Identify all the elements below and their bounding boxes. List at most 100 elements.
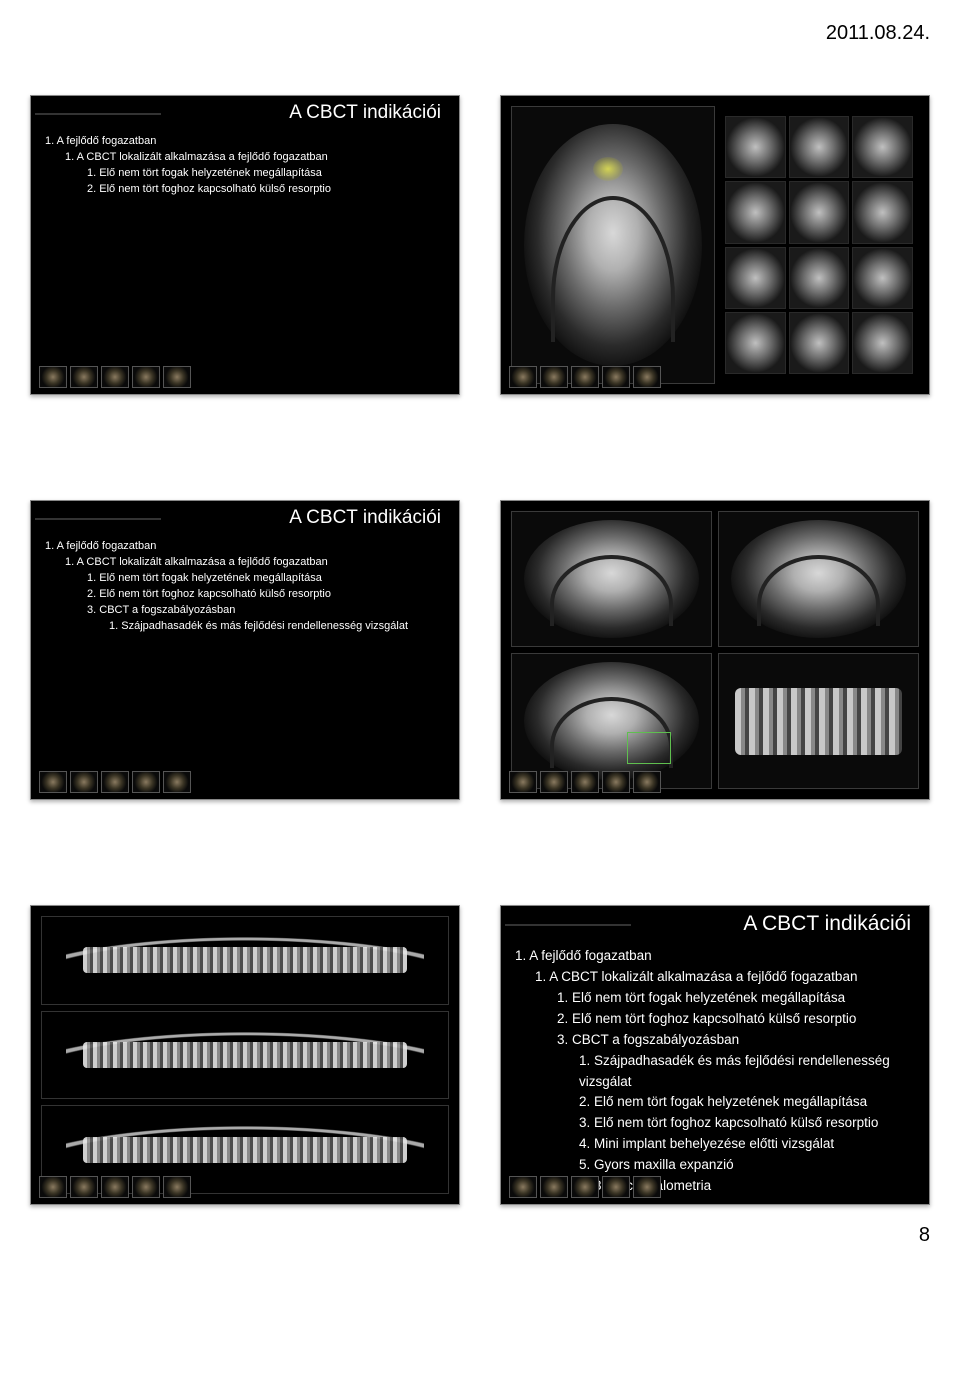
- thumb-icon: [633, 1176, 661, 1198]
- cbct-axial-panel: [511, 653, 712, 789]
- slide-title: A CBCT indikációi: [289, 98, 455, 130]
- outline-item: 5. Gyors maxilla expanzió: [579, 1155, 917, 1176]
- cbct-thumb: [852, 247, 913, 309]
- thumb-icon: [70, 1176, 98, 1198]
- cbct-axial-scan: [524, 520, 699, 638]
- thumb-icon: [571, 771, 599, 793]
- thumb-icon: [39, 366, 67, 388]
- cbct-thumb: [725, 312, 786, 374]
- outline-item: 2. Elő nem tört fogak helyzetének megáll…: [579, 1092, 917, 1113]
- slide-1-text: A CBCT indikációi 1. A fejlődő fogazatba…: [30, 95, 460, 395]
- outline-item: 1. Elő nem tört fogak helyzetének megáll…: [87, 166, 447, 182]
- slide-title-bar: A CBCT indikációi: [31, 501, 459, 535]
- thumb-icon: [540, 366, 568, 388]
- outline-item: 1. A CBCT lokalizált alkalmazása a fejlő…: [65, 555, 447, 571]
- outline-item: 1. A fejlődő fogazatban: [515, 946, 917, 967]
- cbct-axial-panel: [511, 106, 715, 384]
- cbct-axial-panel: [511, 511, 712, 647]
- image-content: [511, 511, 919, 789]
- outline-item: 3. CBCT a fogszabályozásban: [87, 603, 447, 619]
- cbct-thumb: [789, 247, 850, 309]
- cbct-coronal-scan: [735, 688, 902, 755]
- page-number: 8: [919, 1224, 930, 1247]
- image-content: [511, 106, 919, 384]
- thumb-icon: [602, 1176, 630, 1198]
- panoramic-stack: [41, 916, 449, 1194]
- slide-grid: A CBCT indikációi 1. A fejlődő fogazatba…: [0, 0, 960, 1265]
- thumb-icon: [101, 1176, 129, 1198]
- thumb-icon: [540, 1176, 568, 1198]
- cbct-thumb: [852, 312, 913, 374]
- cbct-axial-scan: [731, 520, 906, 638]
- thumb-icon: [101, 366, 129, 388]
- cbct-thumb: [852, 116, 913, 178]
- outline-item: 4. Mini implant behelyezése előtti vizsg…: [579, 1134, 917, 1155]
- cbct-thumb: [725, 116, 786, 178]
- cbct-sagittal-strip: [725, 116, 913, 374]
- panoramic-view: [41, 1011, 449, 1100]
- outline-item: 2. Elő nem tört foghoz kapcsolható külső…: [87, 182, 447, 198]
- title-stripe: [35, 113, 161, 115]
- impacted-tooth-highlight: [593, 157, 623, 181]
- page-date: 2011.08.24.: [826, 22, 930, 45]
- slide-title: A CBCT indikációi: [743, 908, 925, 942]
- slide-title-bar: A CBCT indikációi: [501, 906, 929, 942]
- outline-item: 3. CBCT a fogszabályozásban: [557, 1030, 917, 1051]
- slide-thumb-strip: [509, 771, 661, 793]
- slide-title: A CBCT indikációi: [289, 503, 455, 535]
- cbct-thumb: [725, 181, 786, 243]
- thumb-icon: [602, 366, 630, 388]
- thumb-icon: [163, 1176, 191, 1198]
- slide-5-image: [30, 905, 460, 1205]
- thumb-icon: [571, 366, 599, 388]
- slide-3-text: A CBCT indikációi 1. A fejlődő fogazatba…: [30, 500, 460, 800]
- thumb-icon: [132, 771, 160, 793]
- thumb-icon: [571, 1176, 599, 1198]
- cbct-thumb: [789, 116, 850, 178]
- outline-item: 1. Elő nem tört fogak helyzetének megáll…: [557, 988, 917, 1009]
- slide-body: 1. A fejlődő fogazatban 1. A CBCT lokali…: [31, 130, 459, 202]
- outline-item: 1. A CBCT lokalizált alkalmazása a fejlő…: [535, 967, 917, 988]
- cbct-coronal-panel: [718, 653, 919, 789]
- cbct-axial-scan: [524, 662, 699, 780]
- thumb-icon: [509, 1176, 537, 1198]
- thumb-icon: [132, 366, 160, 388]
- thumb-icon: [540, 771, 568, 793]
- outline-item: 1. A fejlődő fogazatban: [45, 539, 447, 555]
- slide-thumb-strip: [39, 366, 191, 388]
- outline-item: 1. Szájpadhasadék és más fejlődési rende…: [109, 619, 447, 635]
- outline-item: 1. Szájpadhasadék és más fejlődési rende…: [579, 1051, 917, 1093]
- slide-4-image: [500, 500, 930, 800]
- roi-box: [627, 732, 671, 764]
- slide-2-image: [500, 95, 930, 395]
- slide-thumb-strip: [39, 771, 191, 793]
- cbct-thumb: [725, 247, 786, 309]
- slide-thumb-strip: [509, 366, 661, 388]
- thumb-icon: [163, 771, 191, 793]
- image-content: [41, 916, 449, 1194]
- outline-item: 1. A fejlődő fogazatban: [45, 134, 447, 150]
- outline-item: 2. Elő nem tört foghoz kapcsolható külső…: [557, 1009, 917, 1030]
- thumb-icon: [509, 366, 537, 388]
- slide-6-text: A CBCT indikációi 1. A fejlődő fogazatba…: [500, 905, 930, 1205]
- thumb-icon: [163, 366, 191, 388]
- slide-body: 1. A fejlődő fogazatban 1. A CBCT lokali…: [501, 942, 929, 1201]
- outline-item: 1. Elő nem tört fogak helyzetének megáll…: [87, 571, 447, 587]
- thumb-icon: [633, 771, 661, 793]
- thumb-icon: [39, 1176, 67, 1198]
- thumb-icon: [39, 771, 67, 793]
- slide-thumb-strip: [39, 1176, 191, 1198]
- title-stripe: [505, 924, 631, 926]
- title-stripe: [35, 518, 161, 520]
- outline-item: 3. Elő nem tört foghoz kapcsolható külső…: [579, 1113, 917, 1134]
- thumb-icon: [70, 771, 98, 793]
- thumb-icon: [132, 1176, 160, 1198]
- slide-thumb-strip: [509, 1176, 661, 1198]
- cbct-thumb: [789, 181, 850, 243]
- cbct-thumb: [852, 181, 913, 243]
- thumb-icon: [633, 366, 661, 388]
- outline-item: 2. Elő nem tört foghoz kapcsolható külső…: [87, 587, 447, 603]
- thumb-icon: [101, 771, 129, 793]
- slide-body: 1. A fejlődő fogazatban 1. A CBCT lokali…: [31, 535, 459, 639]
- thumb-icon: [70, 366, 98, 388]
